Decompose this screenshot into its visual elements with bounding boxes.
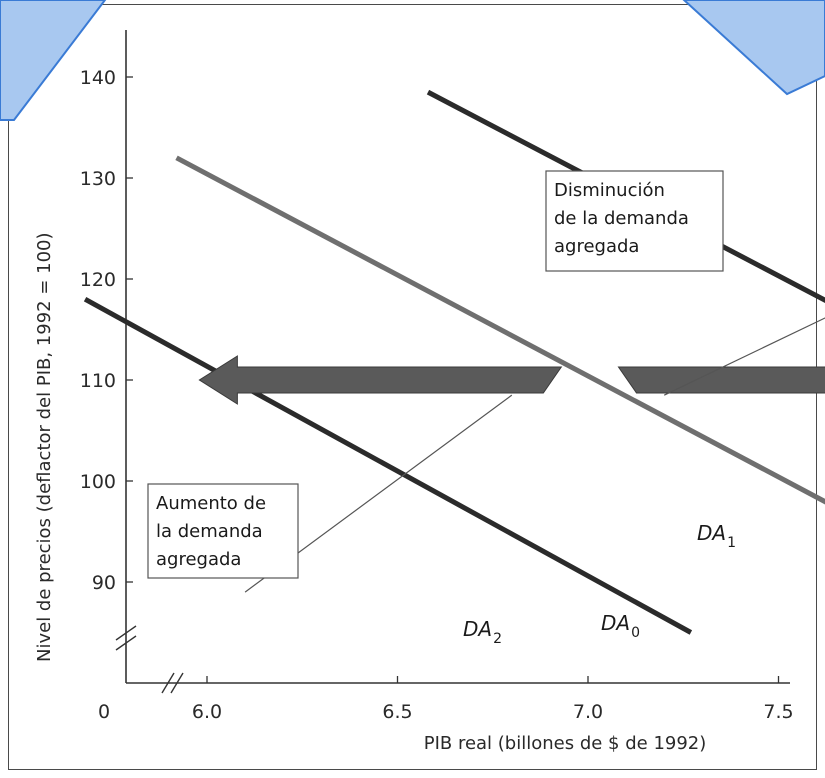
decorative-corners xyxy=(0,0,825,121)
curve-label: DA2 xyxy=(463,617,502,647)
x-axis-break xyxy=(161,672,175,694)
y-axis-title: Nivel de precios (deflactor del PIB, 199… xyxy=(34,232,55,662)
curve-label: DA0 xyxy=(601,611,640,641)
curve-label: DA1 xyxy=(697,521,736,551)
y-tick-label: 110 xyxy=(80,370,116,392)
annotation-pointer xyxy=(663,317,825,396)
y-tick-label: 100 xyxy=(80,471,116,493)
x-axis-break xyxy=(170,672,184,694)
y-tick-label: 140 xyxy=(80,67,116,89)
demand-curve-line xyxy=(175,155,825,505)
corner-decoration-right xyxy=(682,0,825,96)
x-tick-label: 6.0 xyxy=(192,701,222,723)
shift-arrows xyxy=(198,355,825,405)
annotation-text: agregada xyxy=(156,549,241,570)
y-tick-label: 130 xyxy=(80,168,116,190)
axes xyxy=(115,30,790,694)
x-tick-label: 7.0 xyxy=(573,701,603,723)
corner-decoration-left xyxy=(0,0,107,121)
x-origin-label: 0 xyxy=(98,701,110,723)
y-axis-break xyxy=(115,635,137,651)
x-tick-label: 6.5 xyxy=(382,701,412,723)
annotations: Disminución de la demanda agregada Aumento … xyxy=(147,170,825,593)
annotation-text: de la demanda xyxy=(554,208,689,229)
x-axis-title: PIB real (billones de $ de 1992) xyxy=(424,733,707,754)
demand-curve-line xyxy=(426,89,825,303)
x-tick-label: 7.5 xyxy=(763,701,793,723)
shift-arrow-left xyxy=(198,355,563,405)
annotation-text: la demanda xyxy=(156,521,263,542)
annotation-text: agregada xyxy=(554,236,639,257)
annotation-text: Disminución xyxy=(554,180,665,201)
axis-titles: PIB real (billones de $ de 1992) Nivel de… xyxy=(34,232,706,754)
shift-arrow-right xyxy=(617,366,825,394)
y-axis-break xyxy=(115,625,137,641)
annotation-box xyxy=(545,170,724,272)
annotation-text: Aumento de xyxy=(156,493,266,514)
y-tick-label: 120 xyxy=(80,269,116,291)
demand-curve-line xyxy=(83,297,693,635)
y-tick-label: 90 xyxy=(92,572,116,594)
annotation-box xyxy=(147,483,299,579)
